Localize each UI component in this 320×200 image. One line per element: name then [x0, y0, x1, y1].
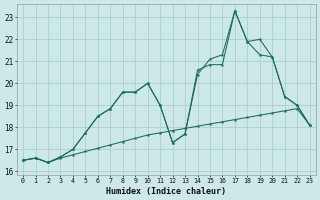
X-axis label: Humidex (Indice chaleur): Humidex (Indice chaleur) — [106, 187, 226, 196]
